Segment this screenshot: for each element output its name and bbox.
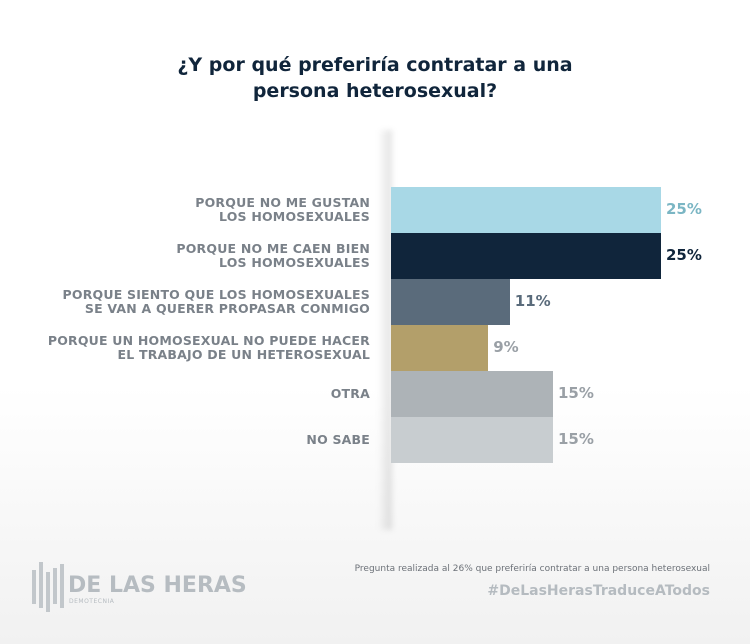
category-label-line: PORQUE NO ME CAEN BIEN xyxy=(176,241,370,256)
bar xyxy=(391,417,553,463)
logo: DE LAS HERAS DEMOTECNIA xyxy=(32,560,247,616)
logo-text: DE LAS HERAS xyxy=(68,573,247,598)
category-label: NO SABE xyxy=(306,433,370,447)
category-label-line: LOS HOMOSEXUALES xyxy=(219,209,370,224)
hashtag: #DeLasHerasTraduceATodos xyxy=(487,583,710,599)
chart-title: ¿Y por qué preferiría contratar a una pe… xyxy=(0,52,750,104)
title-line-1: ¿Y por qué preferiría contratar a una xyxy=(177,54,573,76)
bar xyxy=(391,371,553,417)
value-label: 15% xyxy=(558,430,594,448)
category-label-line: OTRA xyxy=(330,386,370,401)
category-label-line: EL TRABAJO DE UN HETEROSEXUAL xyxy=(117,347,370,362)
logo-subtext: DEMOTECNIA xyxy=(69,598,115,605)
category-label-line: PORQUE SIENTO QUE LOS HOMOSEXUALES xyxy=(62,287,370,302)
value-label: 15% xyxy=(558,384,594,402)
category-label: PORQUE SIENTO QUE LOS HOMOSEXUALES SE VAN… xyxy=(63,288,370,316)
axis-shadow xyxy=(378,130,392,530)
category-label: OTRA xyxy=(331,387,370,401)
category-label-line: PORQUE UN HOMOSEXUAL NO PUEDE HACER xyxy=(47,333,370,348)
category-label-line: PORQUE NO ME GUSTAN xyxy=(195,195,370,210)
category-label-line: LOS HOMOSEXUALES xyxy=(219,255,370,270)
value-label: 25% xyxy=(666,200,702,218)
category-label: PORQUE NO ME GUSTAN LOS HOMOSEXUALES xyxy=(195,196,370,224)
category-label-line: SE VAN A QUERER PROPASAR CONMIGO xyxy=(84,301,370,316)
bar xyxy=(391,325,489,371)
value-label: 11% xyxy=(514,292,551,310)
value-label: 9% xyxy=(493,338,519,356)
footnote: Pregunta realizada al 26% que preferiría… xyxy=(354,564,710,574)
bar xyxy=(391,233,661,279)
logo-mark-icon xyxy=(32,562,64,612)
title-line-2: persona heterosexual? xyxy=(252,80,498,102)
bar xyxy=(391,187,661,233)
bar xyxy=(391,279,510,325)
category-label: PORQUE NO ME CAEN BIEN LOS HOMOSEXUALES xyxy=(176,242,370,270)
category-label-line: NO SABE xyxy=(306,432,370,447)
category-label: PORQUE UN HOMOSEXUAL NO PUEDE HACER EL TR… xyxy=(48,334,370,362)
value-label: 25% xyxy=(666,246,702,264)
